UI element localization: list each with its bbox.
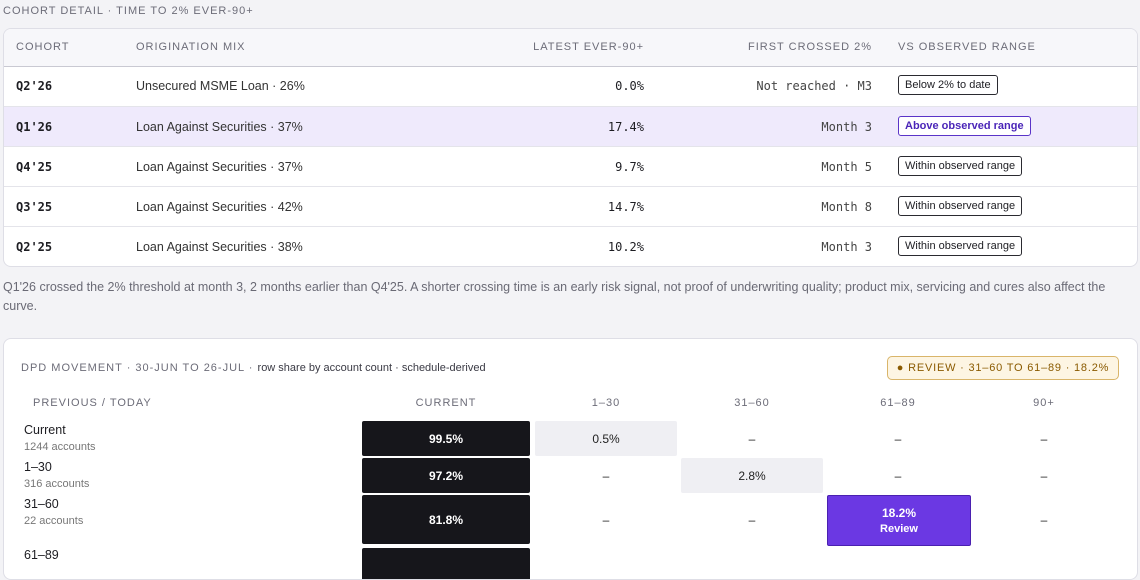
cohort-table: COHORT ORIGINATION MIX LATEST EVER-90+ FIRS… xyxy=(3,28,1138,267)
origination-mix: Loan Against Securities · 42% xyxy=(136,200,303,214)
table-row: Q1'26 Loan Against Securities · 37% 17.4% M… xyxy=(4,106,1137,147)
table-row: Q2'25 Loan Against Securities · 38% 10.2% M… xyxy=(4,226,1137,266)
cell-value: – xyxy=(748,431,756,446)
range-badge: Above observed range xyxy=(898,116,1031,136)
matrix-cell: 97.2% xyxy=(362,458,530,493)
column-header: VS OBSERVED RANGE xyxy=(898,41,1036,53)
matrix-cell: – xyxy=(535,458,677,493)
first-crossed: Not reached · M3 xyxy=(756,79,872,93)
row-accounts: 22 accounts xyxy=(24,515,84,527)
cell-sub: Review xyxy=(880,523,918,535)
cohort-label: Q1'26 xyxy=(16,120,53,134)
column-header: PREVIOUS / TODAY xyxy=(33,397,152,409)
latest-ever90: 17.4% xyxy=(607,120,644,134)
cell-value: – xyxy=(894,431,902,446)
matrix-cell: – xyxy=(827,421,969,456)
cohort-note: Q1'26 crossed the 2% threshold at month … xyxy=(3,280,1106,313)
column-header: 1–30 xyxy=(591,397,621,409)
latest-ever90: 14.7% xyxy=(607,200,644,214)
cell-value: – xyxy=(894,468,902,483)
latest-ever90: 0.0% xyxy=(615,79,644,93)
matrix-cell: – xyxy=(973,495,1115,544)
first-crossed: Month 3 xyxy=(821,240,872,254)
column-header: CURRENT xyxy=(415,397,477,409)
matrix-cell: – xyxy=(535,495,677,544)
row-accounts: 1244 accounts xyxy=(24,441,96,453)
cell-value: – xyxy=(1040,512,1048,527)
dpd-title: DPD MOVEMENT · 30-JUN TO 26-JUL · row sh… xyxy=(21,362,486,374)
row-label: 61–89 xyxy=(24,548,59,562)
row-accounts: 316 accounts xyxy=(24,478,90,490)
range-badge: Within observed range xyxy=(898,236,1023,256)
range-badge: Within observed range xyxy=(898,156,1023,176)
header-row xyxy=(4,29,1137,67)
origination-mix: Loan Against Securities · 38% xyxy=(136,240,303,254)
row-label: 1–30 xyxy=(24,460,52,474)
column-header: 61–89 xyxy=(880,397,916,409)
table-row: Q3'25 Loan Against Securities · 42% 14.7% M… xyxy=(4,186,1137,227)
first-crossed: Month 5 xyxy=(821,160,872,174)
dpd-subtitle: row share by account count · schedule-de… xyxy=(257,362,486,374)
table-row: Q4'25 Loan Against Securities · 37% 9.7% Mo… xyxy=(4,146,1137,187)
cohort-title: COHORT DETAIL · TIME TO 2% EVER-90+ xyxy=(3,5,254,17)
latest-ever90: 9.7% xyxy=(615,160,644,174)
matrix-cell: – xyxy=(681,495,823,544)
page: COHORT DETAIL · TIME TO 2% EVER-90+ COHO… xyxy=(3,5,1138,580)
column-header: ORIGINATION MIX xyxy=(136,41,246,53)
column-header: COHORT xyxy=(16,41,70,53)
origination-mix: Unsecured MSME Loan · 26% xyxy=(136,79,305,93)
row-label: Current xyxy=(24,423,66,437)
cell-value: – xyxy=(748,512,756,527)
column-header: 90+ xyxy=(1033,397,1055,409)
column-header: FIRST CROSSED 2% xyxy=(748,41,872,53)
matrix-cell: – xyxy=(827,458,969,493)
table-row: Q2'26 Unsecured MSME Loan · 26% 0.0% Not re… xyxy=(4,66,1137,106)
matrix-cell: 18.2% Review xyxy=(827,495,971,546)
range-badge: Below 2% to date xyxy=(898,75,998,95)
matrix-cell: – xyxy=(681,421,823,456)
cohort-label: Q3'25 xyxy=(16,200,53,214)
cohort-label: Q2'25 xyxy=(16,240,53,254)
cohort-label: Q2'26 xyxy=(16,79,53,93)
matrix-cell: 0.5% xyxy=(535,421,677,456)
cell-value: – xyxy=(602,468,610,483)
cohort-label: Q4'25 xyxy=(16,160,53,174)
cell-value: – xyxy=(1040,431,1048,446)
cell-value: 0.5% xyxy=(592,431,620,446)
column-header: LATEST EVER-90+ xyxy=(533,41,644,53)
column-header: 31–60 xyxy=(734,397,770,409)
origination-mix: Loan Against Securities · 37% xyxy=(136,160,303,174)
latest-ever90: 10.2% xyxy=(607,240,644,254)
origination-mix: Loan Against Securities · 37% xyxy=(136,120,303,134)
matrix-cell: – xyxy=(973,458,1115,493)
cell-value: 99.5% xyxy=(428,431,464,446)
cell-value: 2.8% xyxy=(738,468,766,483)
cell xyxy=(362,548,530,579)
cell-value: 18.2% xyxy=(881,506,917,520)
review-badge: ● REVIEW · 31–60 TO 61–89 · 18.2% xyxy=(887,356,1119,380)
row-label: 31–60 xyxy=(24,497,59,511)
matrix-cell: – xyxy=(973,421,1115,456)
dpd-card: DPD MOVEMENT · 30-JUN TO 26-JUL · row sh… xyxy=(3,338,1138,580)
cell-value: 97.2% xyxy=(428,468,464,483)
cell-value: 81.8% xyxy=(428,512,464,527)
range-badge: Within observed range xyxy=(898,196,1023,216)
cell-value: – xyxy=(602,512,610,527)
first-crossed: Month 8 xyxy=(821,200,872,214)
matrix-cell: 81.8% xyxy=(362,495,530,544)
cell-value: – xyxy=(1040,468,1048,483)
dpd-title-text: DPD MOVEMENT · 30-JUN TO 26-JUL xyxy=(21,362,245,374)
matrix-cell: 2.8% xyxy=(681,458,823,493)
first-crossed: Month 3 xyxy=(821,120,872,134)
matrix-cell: 99.5% xyxy=(362,421,530,456)
